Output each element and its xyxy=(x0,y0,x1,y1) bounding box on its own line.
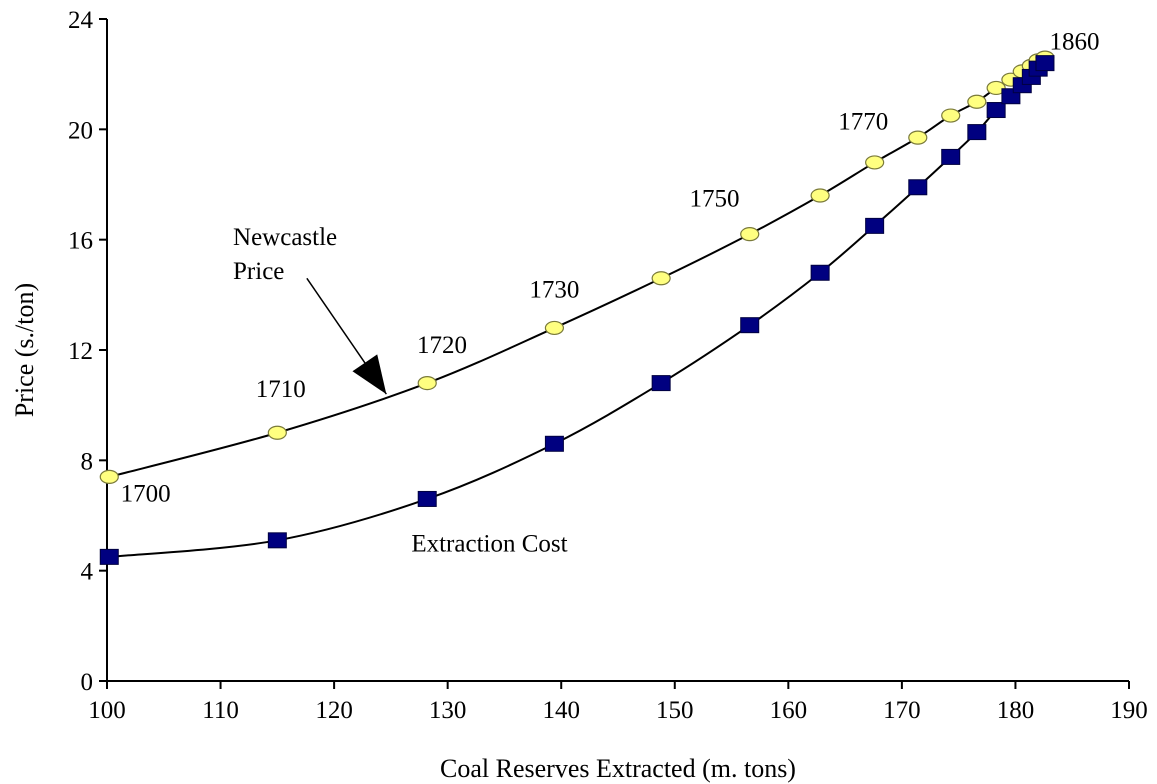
x-tick-label: 110 xyxy=(202,697,239,724)
callout-arrowhead xyxy=(352,354,387,395)
x-tick-label: 150 xyxy=(656,697,694,724)
year-label: 1700 xyxy=(121,481,171,508)
series-line-extraction-cost xyxy=(109,62,1046,558)
extraction-cost-point xyxy=(908,179,928,196)
year-label: 1720 xyxy=(417,332,467,359)
year-label: 1750 xyxy=(690,186,740,213)
x-axis-ticks: 100 110 120 130 140 150 160 170 180 190 xyxy=(88,681,1148,724)
y-tick-label: 8 xyxy=(81,448,94,475)
extraction-cost-point xyxy=(810,264,830,281)
extraction-cost-point xyxy=(99,548,119,565)
x-tick-label: 100 xyxy=(88,697,126,724)
extraction-cost-point xyxy=(941,148,961,165)
y-tick-label: 0 xyxy=(81,669,94,696)
year-label: 1710 xyxy=(256,376,306,403)
newcastle-price-point xyxy=(544,320,565,336)
x-tick-label: 120 xyxy=(315,697,353,724)
newcastle-price-point xyxy=(651,271,671,286)
newcastle-price-point xyxy=(908,130,928,145)
x-tick-label: 170 xyxy=(883,697,921,724)
series-curves xyxy=(109,56,1046,558)
y-tick-label: 16 xyxy=(68,228,93,255)
extraction-cost-point xyxy=(1035,55,1055,72)
newcastle-price-point xyxy=(417,376,437,391)
y-axis-title: Price (s./ton) xyxy=(10,283,39,417)
annotations: 1700 1710 1720 1730 1750 1770 1860 Extraction C… xyxy=(121,28,1100,557)
series-label: Extraction Cost xyxy=(411,530,567,557)
y-tick-label: 4 xyxy=(81,559,94,586)
x-tick-label: 140 xyxy=(542,697,580,724)
extraction-cost-point xyxy=(740,317,760,334)
y-tick-label: 24 xyxy=(68,7,94,34)
series-markers xyxy=(99,50,1055,565)
extraction-cost-point xyxy=(865,217,885,234)
extraction-cost-point xyxy=(651,375,671,392)
x-tick-label: 190 xyxy=(1110,697,1148,724)
y-tick-label: 20 xyxy=(68,117,93,144)
callout-label: Price xyxy=(233,258,284,285)
newcastle-price-callout: Newcastle Price xyxy=(233,224,387,395)
x-tick-label: 180 xyxy=(997,697,1035,724)
newcastle-price-point xyxy=(941,108,961,123)
year-label: 1770 xyxy=(838,108,888,135)
newcastle-price-point xyxy=(986,80,1006,96)
extraction-cost-point xyxy=(967,124,987,141)
newcastle-price-point xyxy=(740,227,760,242)
extraction-cost-point xyxy=(417,490,437,507)
newcastle-price-point xyxy=(99,469,119,484)
newcastle-price-point xyxy=(810,188,830,203)
x-tick-label: 160 xyxy=(770,697,808,724)
newcastle-price-point xyxy=(967,94,987,109)
x-axis-title: Coal Reserves Extracted (m. tons) xyxy=(440,754,796,783)
newcastle-price-point xyxy=(267,425,287,440)
year-label: 1860 xyxy=(1050,28,1100,55)
y-tick-label: 12 xyxy=(68,338,93,365)
extraction-cost-point xyxy=(986,102,1006,119)
y-axis-ticks: 0 4 8 12 16 20 24 xyxy=(68,7,107,696)
callout-label: Newcastle xyxy=(233,224,337,251)
newcastle-price-point xyxy=(865,155,885,170)
extraction-cost-point xyxy=(267,532,287,549)
plot-area: 100 110 120 130 140 150 160 170 180 190 0 4 8 12 16 20… xyxy=(68,7,1148,724)
x-tick-label: 130 xyxy=(429,697,467,724)
year-label: 1730 xyxy=(529,277,579,304)
extraction-cost-point xyxy=(544,435,564,452)
